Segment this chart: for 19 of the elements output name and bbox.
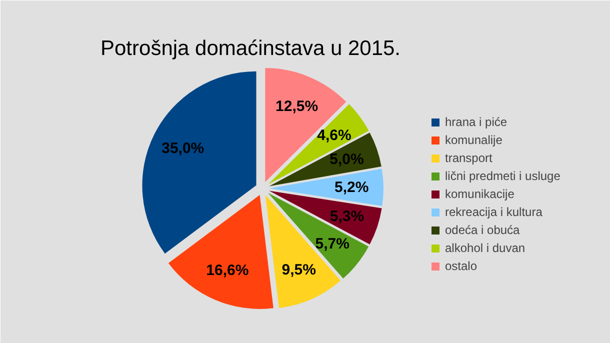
data-label: 12,5% [276, 98, 318, 115]
legend-label: komunikacije [445, 187, 514, 201]
data-label: 5,7% [315, 235, 350, 252]
legend-label: lični predmeti i usluge [445, 169, 560, 183]
legend-label: alkohol i duvan [445, 241, 526, 255]
data-label: 4,6% [317, 127, 352, 144]
data-label: 5,3% [330, 208, 364, 226]
data-label: 35,0% [162, 140, 204, 158]
legend-label: transport [445, 151, 492, 165]
legend-label: odeća i obuća [445, 223, 520, 237]
chart-title: Potrošnja domaćinstava u 2015. [100, 37, 401, 60]
legend-label: hrana i piće [445, 115, 508, 129]
legend-label: komunalije [445, 133, 502, 147]
data-label: 5,0% [330, 150, 364, 168]
data-label: 16,6% [206, 262, 249, 279]
data-label: 9,5% [282, 261, 316, 278]
legend-label: ostalo [445, 259, 478, 273]
legend-label: rekreacija i kultura [445, 205, 542, 219]
data-label: 5,2% [334, 179, 369, 196]
